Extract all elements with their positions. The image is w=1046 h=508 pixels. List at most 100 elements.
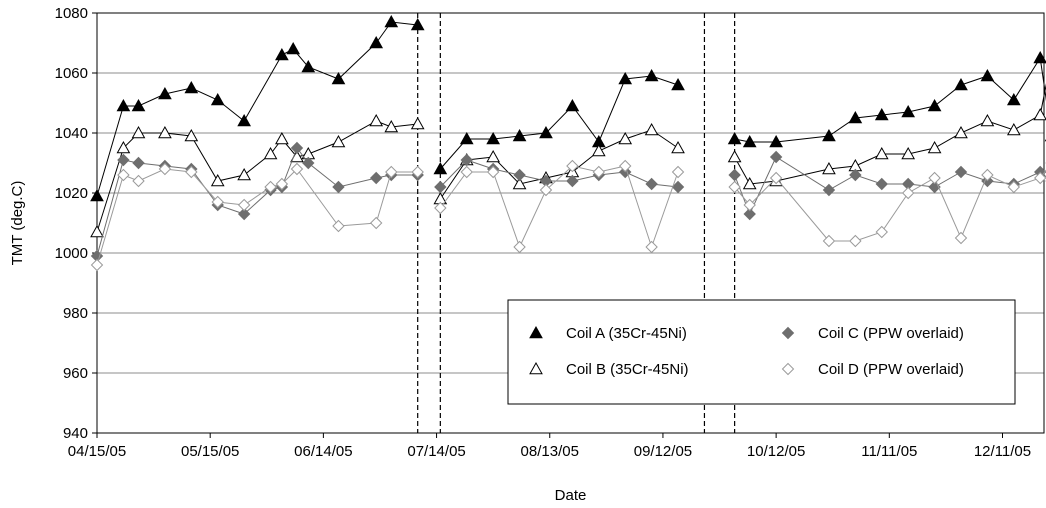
data-point <box>727 131 742 145</box>
x-axis-label: Date <box>555 487 587 504</box>
data-point <box>618 71 633 85</box>
data-point <box>237 198 251 212</box>
series-line <box>734 56 1046 143</box>
data-point <box>158 86 172 100</box>
series-line <box>734 83 1046 185</box>
plot-area <box>96 12 1045 434</box>
x-tick-label: 06/14/05 <box>294 443 352 460</box>
data-point <box>211 195 224 209</box>
data-point <box>433 161 448 175</box>
data-point <box>90 224 104 238</box>
legend-marker <box>781 362 795 376</box>
data-point <box>385 165 398 179</box>
data-point <box>158 162 172 176</box>
data-point <box>411 165 424 179</box>
data-point <box>981 168 994 182</box>
data-point <box>1033 50 1046 64</box>
data-point <box>727 149 742 163</box>
y-tick-label: 960 <box>63 365 88 382</box>
data-point <box>512 176 527 190</box>
x-tick-label: 10/12/05 <box>747 443 805 460</box>
data-point <box>117 168 130 182</box>
series-4 <box>90 159 1046 272</box>
series-3 <box>90 141 1046 263</box>
axis-ticks: 940 960 980 1000 1020 1040 1060 1080 04/15/05 05/… <box>55 5 1032 460</box>
data-point <box>264 180 277 194</box>
x-tick-label: 09/12/05 <box>634 443 692 460</box>
data-point <box>822 234 836 248</box>
data-point <box>513 168 526 182</box>
data-point <box>874 107 889 121</box>
data-point <box>980 113 995 127</box>
series-1 <box>90 14 1046 202</box>
data-point <box>237 113 251 127</box>
vertical-markers <box>417 13 736 433</box>
legend: Coil A (35Cr-45Ni) Coil B (35Cr-45Ni) Coil… <box>507 299 1016 405</box>
data-point <box>459 131 474 145</box>
data-point <box>434 201 447 215</box>
x-tick-label: 04/15/05 <box>68 443 126 460</box>
data-point <box>644 68 659 82</box>
data-point <box>954 165 968 179</box>
data-point <box>486 131 501 145</box>
data-point <box>671 165 685 179</box>
data-point <box>743 198 756 212</box>
legend-item: Coil C (PPW overlaid) <box>781 325 964 342</box>
data-point <box>645 240 658 254</box>
data-point <box>369 113 384 127</box>
data-point <box>1034 171 1046 185</box>
legend-label: Coil D (PPW overlaid) <box>818 361 964 378</box>
data-point <box>263 146 278 160</box>
series-layer <box>90 14 1046 272</box>
data-point <box>410 17 425 31</box>
data-point <box>901 186 915 200</box>
data-point <box>769 134 783 148</box>
data-point <box>539 125 553 139</box>
data-point <box>566 174 579 188</box>
legend-item: Coil A (35Cr-45Ni) <box>529 325 687 342</box>
data-point <box>512 128 527 142</box>
y-tick-label: 940 <box>63 425 88 442</box>
legend-box <box>507 299 1016 405</box>
series-line <box>439 159 679 188</box>
data-point <box>874 146 889 160</box>
x-tick-label: 08/13/05 <box>521 443 579 460</box>
data-point <box>1033 107 1046 121</box>
data-point <box>565 98 580 112</box>
data-point <box>384 119 399 133</box>
series-line <box>439 129 679 200</box>
legend-item: Coil D (PPW overlaid) <box>781 361 964 378</box>
data-point <box>822 128 836 142</box>
data-point <box>980 68 995 82</box>
data-point <box>769 171 783 185</box>
y-tick-label: 1040 <box>55 125 88 142</box>
data-point <box>132 156 145 170</box>
y-tick-label: 1060 <box>55 65 88 82</box>
data-point <box>927 98 942 112</box>
data-point <box>275 177 289 191</box>
data-point <box>671 77 685 91</box>
data-point <box>384 14 399 28</box>
series-line <box>439 75 679 170</box>
x-tick-label: 12/11/05 <box>974 443 1031 460</box>
data-point <box>743 207 756 221</box>
data-point <box>210 92 225 106</box>
data-point <box>158 125 172 139</box>
legend-item: Coil B (35Cr-45Ni) <box>529 361 689 378</box>
data-point <box>742 176 757 190</box>
data-point <box>1006 92 1021 106</box>
data-point <box>742 134 757 148</box>
data-point <box>728 168 741 182</box>
data-point <box>901 146 916 160</box>
data-point <box>644 122 659 136</box>
data-point <box>928 171 941 185</box>
x-tick-label: 11/11/05 <box>861 443 917 460</box>
data-point <box>486 165 500 179</box>
data-point <box>618 131 633 145</box>
series-line <box>96 21 418 197</box>
data-point <box>822 183 836 197</box>
data-point <box>184 80 199 94</box>
y-tick-label: 1080 <box>55 5 88 22</box>
data-point <box>117 153 130 167</box>
data-point <box>116 98 131 112</box>
